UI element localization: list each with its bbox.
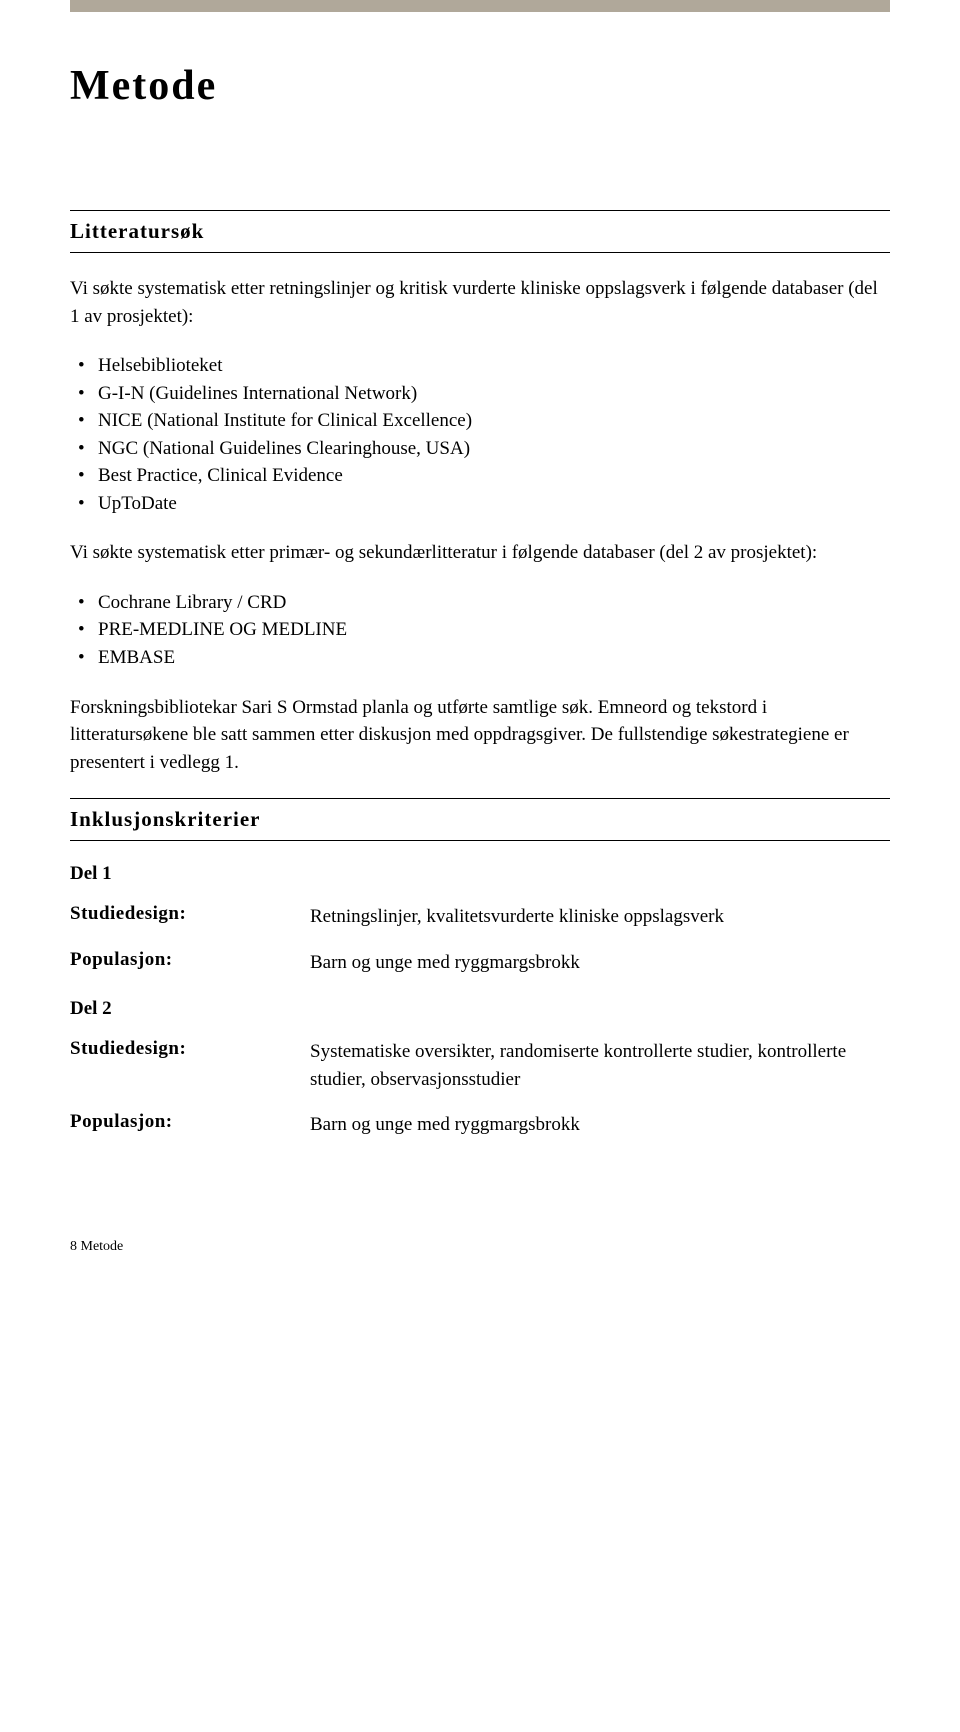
def-row: Studiedesign: Systematiske oversikter, r…: [70, 1038, 890, 1093]
intro-paragraph-1: Vi søkte systematisk etter retningslinje…: [70, 275, 890, 330]
def-label-studiedesign: Studiedesign:: [70, 903, 310, 931]
intro-paragraph-2: Vi søkte systematisk etter primær- og se…: [70, 539, 890, 567]
list-item: UpToDate: [70, 490, 890, 518]
def-label-populasjon: Populasjon:: [70, 949, 310, 977]
paragraph-3: Forskningsbibliotekar Sari S Ormstad pla…: [70, 694, 890, 777]
subheading-del2: Del 2: [70, 998, 890, 1020]
page-title: Metode: [70, 62, 890, 110]
list-item: Best Practice, Clinical Evidence: [70, 462, 890, 490]
section-rule-bottom: [70, 252, 890, 253]
def-row: Populasjon: Barn og unge med ryggmargsbr…: [70, 1111, 890, 1139]
def-value: Retningslinjer, kvalitetsvurderte klinis…: [310, 903, 890, 931]
section-litteratursok: Litteratursøk: [70, 210, 890, 253]
section-rule-bottom: [70, 840, 890, 841]
list-item: Helsebiblioteket: [70, 352, 890, 380]
def-value: Barn og unge med ryggmargsbrokk: [310, 949, 890, 977]
def-label-populasjon: Populasjon:: [70, 1111, 310, 1139]
list-item: G-I-N (Guidelines International Network): [70, 380, 890, 408]
section-heading-inklusjon: Inklusjonskriterier: [70, 799, 890, 840]
top-accent-bar: [70, 0, 890, 12]
section-heading-litteratursok: Litteratursøk: [70, 211, 890, 252]
subheading-del1: Del 1: [70, 863, 890, 885]
database-list-2: Cochrane Library / CRD PRE-MEDLINE OG ME…: [70, 589, 890, 672]
def-row: Populasjon: Barn og unge med ryggmargsbr…: [70, 949, 890, 977]
list-item: NICE (National Institute for Clinical Ex…: [70, 407, 890, 435]
list-item: Cochrane Library / CRD: [70, 589, 890, 617]
list-item: PRE-MEDLINE OG MEDLINE: [70, 616, 890, 644]
section-inklusjon: Inklusjonskriterier: [70, 798, 890, 841]
def-row: Studiedesign: Retningslinjer, kvalitetsv…: [70, 903, 890, 931]
list-item: NGC (National Guidelines Clearinghouse, …: [70, 435, 890, 463]
database-list-1: Helsebiblioteket G-I-N (Guidelines Inter…: [70, 352, 890, 517]
def-value: Barn og unge med ryggmargsbrokk: [310, 1111, 890, 1139]
def-value: Systematiske oversikter, randomiserte ko…: [310, 1038, 890, 1093]
page-footer: 8 Metode: [70, 1239, 890, 1255]
list-item: EMBASE: [70, 644, 890, 672]
def-label-studiedesign: Studiedesign:: [70, 1038, 310, 1093]
